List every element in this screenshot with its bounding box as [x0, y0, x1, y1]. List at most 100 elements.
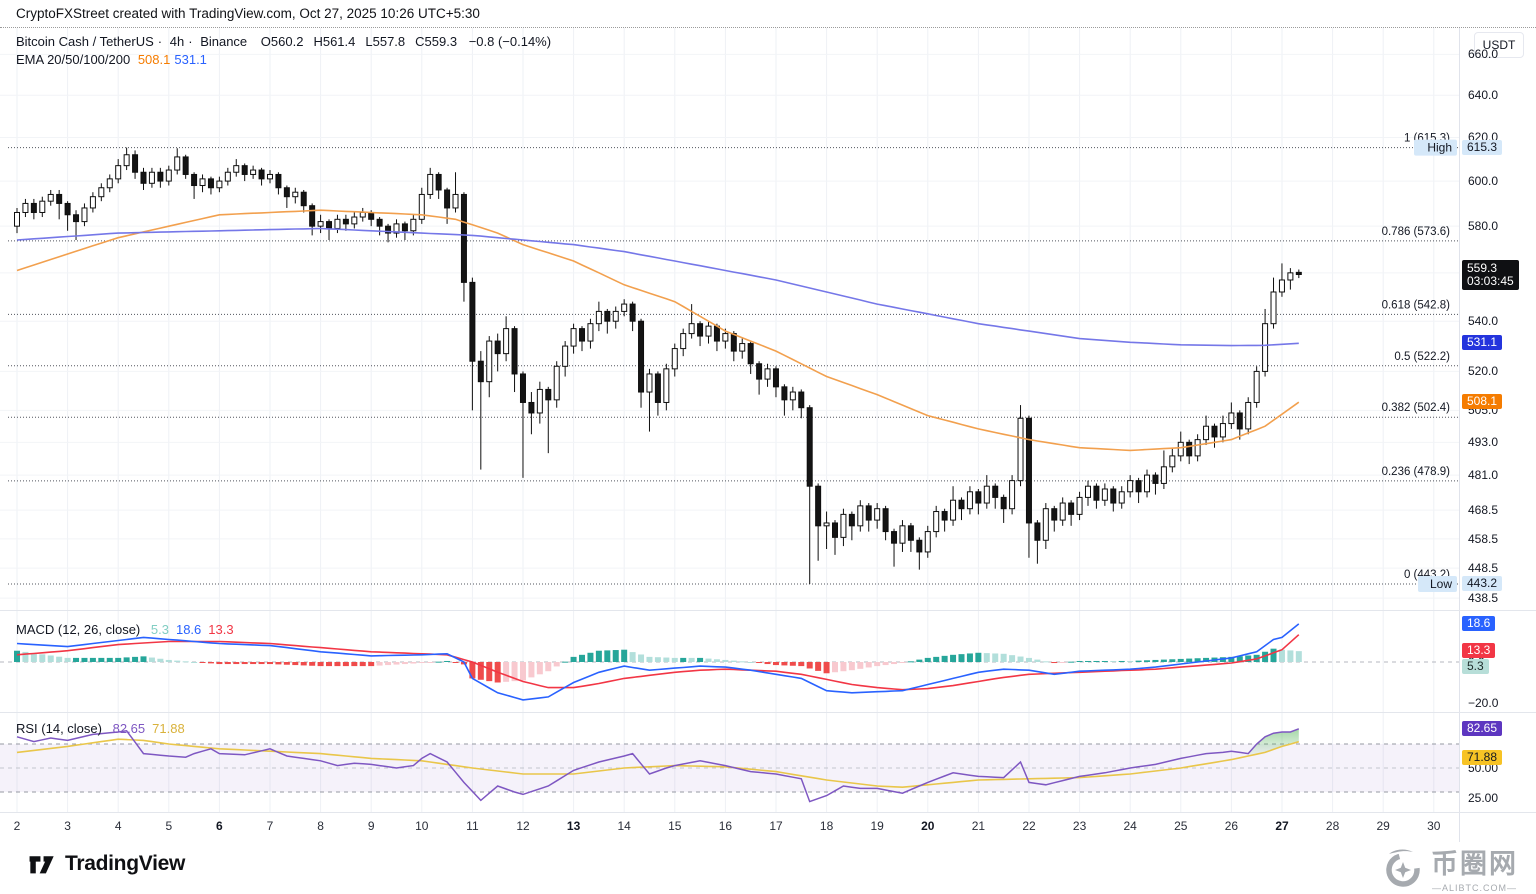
- candle-body: [1034, 522, 1041, 541]
- macd-histogram-bar: [899, 662, 906, 664]
- fib-label: 0.382 (502.4): [1382, 402, 1451, 414]
- macd-histogram-bar: [874, 662, 881, 667]
- macd-legend-value: 13.3: [208, 622, 234, 637]
- macd-histogram-bar: [882, 662, 889, 666]
- candle-body: [806, 407, 813, 487]
- symbol-legend: Bitcoin Cash / TetherUS · 4h · Binance O56…: [16, 34, 555, 67]
- macd-histogram-bar: [1194, 658, 1201, 662]
- currency-toggle-button[interactable]: USDT: [1474, 32, 1524, 58]
- watermark-sub-text: —ALIBTC.COM—: [1431, 883, 1517, 893]
- time-label-24: 24: [1123, 819, 1137, 833]
- candle-body: [983, 485, 990, 504]
- macd-histogram-bar: [739, 661, 746, 663]
- fib-label: 0.236 (478.9): [1382, 466, 1451, 478]
- macd-histogram-bar: [924, 657, 931, 662]
- macd-histogram-bar: [663, 657, 670, 662]
- macd-histogram-bar: [730, 660, 737, 662]
- macd-legend-values: 5.3 18.6 13.3: [151, 622, 241, 637]
- macd-histogram-bar: [1144, 660, 1151, 662]
- time-label-8: 8: [317, 819, 324, 833]
- macd-histogram-bar: [840, 662, 847, 672]
- candle-body: [182, 156, 189, 175]
- macd-panel-separator: [0, 610, 1536, 611]
- macd-histogram-bar: [342, 662, 349, 667]
- candle-body: [216, 180, 223, 189]
- macd-histogram-bar: [326, 662, 333, 667]
- candle-body: [1127, 480, 1134, 493]
- ema-legend-value: 508.1: [137, 52, 171, 67]
- candle-body: [654, 373, 661, 403]
- candle-body: [140, 171, 147, 184]
- candle-body: [300, 191, 307, 207]
- candle-body: [1262, 323, 1269, 372]
- macd-histogram-bar: [722, 659, 729, 662]
- change-value: −0.8 (−0.14%): [468, 34, 552, 49]
- time-label-20: 20: [921, 819, 935, 833]
- candle-body: [772, 368, 779, 388]
- time-label-4: 4: [114, 819, 122, 833]
- candle-body: [966, 491, 973, 510]
- candle-body: [705, 325, 712, 337]
- candle-body: [1186, 441, 1193, 457]
- macd-histogram-bar: [1017, 656, 1024, 662]
- candle-body: [224, 171, 231, 182]
- candle-body: [916, 539, 923, 553]
- macd-histogram-bar: [233, 662, 240, 665]
- macd-histogram-bar: [334, 662, 341, 667]
- candle-body: [1295, 271, 1302, 276]
- candle-body: [81, 207, 88, 223]
- macd-histogram-bar: [123, 657, 130, 662]
- ema-legend-row: EMA 20/50/100/200 508.1 531.1: [16, 52, 555, 67]
- price-tick: 540.0: [1468, 314, 1499, 329]
- candle-body: [359, 211, 366, 218]
- candle-body: [266, 173, 273, 180]
- candle-body: [1287, 272, 1294, 281]
- candle-body: [1051, 508, 1058, 521]
- candle-body: [941, 511, 948, 521]
- candle-body: [587, 323, 594, 342]
- macd-histogram-bar: [1160, 659, 1167, 662]
- symbol-name: Bitcoin Cash / TetherUS: [16, 34, 154, 49]
- candle-body: [452, 193, 459, 209]
- tradingview-logo[interactable]: TradingView: [28, 852, 185, 876]
- candle-body: [98, 187, 105, 198]
- chart-canvas[interactable]: 1 (615.3)0.786 (573.6)0.618 (542.8)0.5 (…: [0, 28, 1459, 812]
- time-label-30: 30: [1427, 819, 1441, 833]
- candle-body: [857, 505, 864, 527]
- candle-body: [73, 214, 80, 223]
- macd-value-badge: 18.6: [1462, 615, 1496, 631]
- candle-body: [713, 325, 720, 342]
- candle-body: [148, 171, 155, 184]
- price-tick: 600.0: [1468, 174, 1499, 189]
- macd-histogram-bar: [536, 662, 543, 675]
- candle-body: [688, 323, 695, 335]
- macd-histogram-bar: [975, 652, 982, 662]
- time-axis[interactable]: 2 3 4 5 6 7 8 9 10 11 12 13 14 15 16 17 18 19 20 21 22 23 24 25…: [0, 812, 1459, 842]
- candle-body: [174, 156, 181, 171]
- footer: TradingView 币圈网 —ALIBTC.COM—: [0, 842, 1536, 894]
- candle-body: [924, 531, 931, 553]
- time-label-26: 26: [1224, 819, 1239, 833]
- candle-body: [899, 525, 906, 544]
- ema-legend-value: 531.1: [174, 52, 207, 67]
- candle-body: [1211, 425, 1218, 438]
- legend-separator-2: ·: [188, 34, 193, 49]
- candle-body: [671, 348, 678, 370]
- macd-histogram-bar: [469, 662, 476, 679]
- macd-histogram-bar: [1245, 655, 1252, 662]
- ema-orange-line: [16, 209, 1300, 452]
- macd-histogram-bar: [258, 662, 265, 665]
- candle-body: [756, 363, 763, 380]
- bar-countdown: 03:03:45: [1467, 273, 1514, 288]
- time-label-5: 5: [165, 819, 173, 833]
- candle-body: [309, 205, 316, 227]
- price-tick: 520.0: [1468, 364, 1499, 379]
- candle-body: [789, 391, 796, 401]
- macd-histogram-bar: [39, 654, 46, 662]
- candle-body: [376, 218, 383, 227]
- ohlc-C: C559.3: [415, 34, 458, 49]
- price-axis[interactable]: USDT 660.0640.0620.0600.0580.0560.0540.0…: [1459, 28, 1536, 842]
- macd-histogram-bar: [545, 662, 552, 672]
- candle-body: [469, 281, 476, 362]
- price-tick: 448.5: [1468, 561, 1499, 576]
